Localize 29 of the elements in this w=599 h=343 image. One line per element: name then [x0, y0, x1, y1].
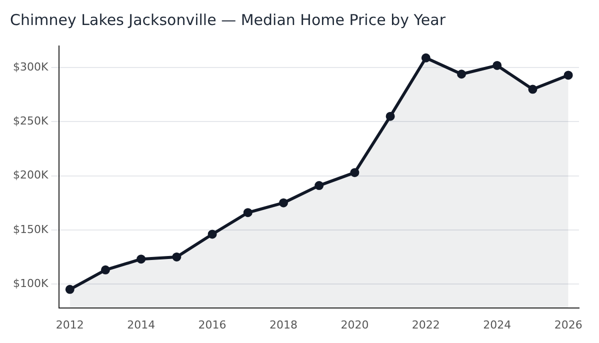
y-tick-label: $250K — [12, 114, 49, 128]
point — [386, 112, 395, 121]
y-tick-label: $100K — [12, 276, 49, 290]
point — [65, 284, 74, 294]
point — [421, 53, 430, 62]
point — [208, 230, 217, 239]
x-tick-label: 2014 — [127, 318, 156, 332]
y-tick-label: $150K — [12, 222, 49, 236]
y-tick-label: $200K — [12, 168, 49, 182]
x-tick-label: 2022 — [412, 318, 440, 332]
x-tick-label: 2020 — [340, 318, 369, 332]
point — [564, 70, 573, 80]
x-tick-label: 2024 — [483, 318, 512, 332]
chart-title: Chimney Lakes Jacksonville — Median Home Price by Year — [10, 10, 446, 29]
point — [136, 254, 146, 264]
point — [528, 84, 538, 94]
y-tick-label: $300K — [12, 60, 49, 74]
x-tick-label: 2026 — [554, 318, 582, 332]
point — [100, 265, 110, 274]
x-tick-label: 2016 — [198, 318, 226, 332]
x-tick-label: 2012 — [56, 318, 84, 332]
point — [457, 70, 466, 79]
point — [492, 60, 502, 70]
point — [350, 168, 360, 178]
point — [172, 252, 182, 262]
point — [314, 181, 324, 190]
point — [279, 198, 288, 208]
x-tick-label: 2018 — [270, 318, 298, 332]
point — [243, 208, 252, 218]
